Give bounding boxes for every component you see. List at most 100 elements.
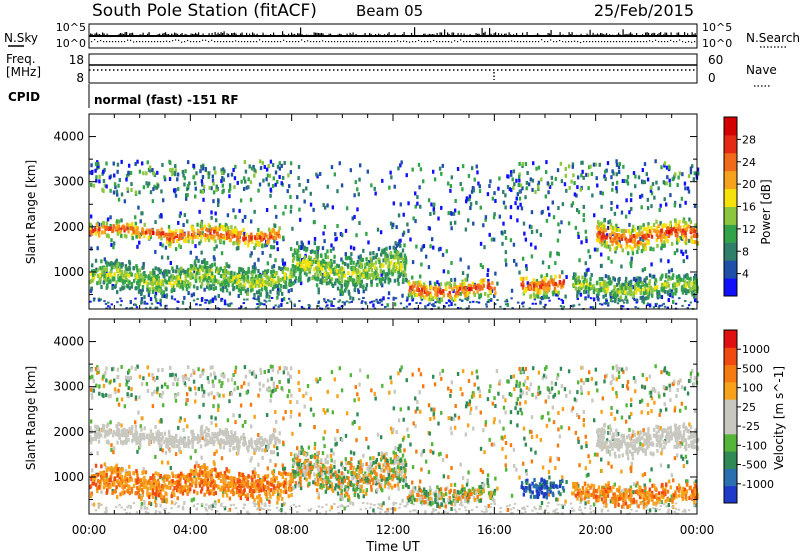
echo-cell <box>572 282 575 287</box>
echo-cell <box>345 411 349 416</box>
echo-cell <box>189 276 192 281</box>
echo-cell <box>123 285 126 290</box>
echo-cell <box>247 269 250 274</box>
echo-cell <box>145 171 148 176</box>
echo-cell <box>676 282 679 287</box>
echo-cell <box>641 268 645 273</box>
echo-cell <box>465 289 469 294</box>
echo-cell <box>475 300 479 303</box>
echo-cell <box>396 266 399 271</box>
echo-cell <box>504 193 507 198</box>
echo-cell <box>453 303 457 306</box>
echo-cell <box>184 169 187 174</box>
echo-cell <box>468 399 472 404</box>
echo-cell <box>669 220 672 225</box>
echo-cell <box>441 163 445 168</box>
echo-cell <box>648 281 651 286</box>
echo-cell <box>506 303 510 308</box>
echo-cell <box>438 289 442 294</box>
echo-cell <box>688 289 691 294</box>
echo-cell <box>152 277 156 282</box>
echo-cell <box>430 442 434 447</box>
echo-cell <box>90 163 93 168</box>
echo-cell <box>690 235 693 240</box>
echo-cell <box>384 252 388 257</box>
echo-cell <box>493 191 496 196</box>
echo-cell <box>123 199 127 204</box>
echo-cell <box>557 290 560 295</box>
noise-sky-sample <box>676 32 678 36</box>
echo-cell <box>388 185 391 190</box>
echo-cell <box>515 178 518 183</box>
echo-cell <box>605 168 608 173</box>
echo-cell <box>657 224 660 229</box>
echo-cell <box>89 228 93 233</box>
noise-sky-sample <box>196 33 198 36</box>
echo-cell <box>168 228 171 233</box>
echo-cell <box>433 177 437 182</box>
echo-cell <box>530 415 534 420</box>
echo-cell <box>165 287 168 292</box>
echo-cell <box>571 162 575 167</box>
echo-cell <box>222 271 226 276</box>
echo-cell <box>277 291 280 296</box>
echo-cell <box>456 289 460 294</box>
echo-cell <box>600 223 603 228</box>
echo-cell <box>253 292 256 297</box>
echo-cell <box>189 266 193 271</box>
echo-cell <box>504 440 508 445</box>
echo-cell <box>626 386 630 391</box>
echo-cell <box>522 276 525 281</box>
echo-cell <box>197 229 200 234</box>
echo-cell <box>643 296 646 301</box>
echo-cell <box>304 266 307 271</box>
echo-cell <box>228 183 232 188</box>
echo-cell <box>441 252 445 257</box>
echo-cell <box>320 280 324 285</box>
echo-cell <box>609 235 612 240</box>
noise-sky-sample <box>423 33 425 36</box>
echo-cell <box>548 184 552 189</box>
echo-cell <box>223 506 227 511</box>
echo-cell <box>519 407 522 412</box>
echo-cell <box>490 288 494 293</box>
echo-cell <box>359 280 362 285</box>
echo-cell <box>567 164 571 169</box>
echo-cell <box>587 294 590 299</box>
echo-cell <box>470 166 474 171</box>
noise-sky-sample <box>141 34 143 36</box>
echo-cell <box>543 283 546 288</box>
echo-cell <box>388 263 392 268</box>
echo-cell <box>419 409 422 414</box>
echo-cell <box>598 231 602 236</box>
echo-cell <box>335 263 339 268</box>
echo-cell <box>182 282 185 287</box>
echo-cell <box>159 304 163 307</box>
echo-cell <box>379 269 383 274</box>
echo-cell <box>370 388 373 393</box>
echo-cell <box>344 280 348 285</box>
noise-sky-sample <box>136 34 138 36</box>
echo-cell <box>108 306 112 309</box>
echo-cell <box>326 249 329 254</box>
noise-sky-sample <box>288 33 290 36</box>
noise-search-sample <box>670 39 672 41</box>
echo-cell <box>620 228 623 233</box>
echo-cell <box>684 249 688 254</box>
echo-cell <box>448 300 452 303</box>
echo-cell <box>554 176 558 181</box>
echo-cell <box>102 169 105 174</box>
echo-cell <box>194 194 197 199</box>
echo-cell <box>692 278 696 283</box>
echo-cell <box>159 298 162 303</box>
echo-cell <box>640 398 644 403</box>
echo-cell <box>265 280 268 285</box>
echo-cell <box>674 223 677 228</box>
echo-cell <box>429 417 432 422</box>
echo-cell <box>201 226 204 231</box>
echo-cell <box>108 226 111 231</box>
echo-cell <box>262 270 265 275</box>
echo-cell <box>366 169 370 174</box>
